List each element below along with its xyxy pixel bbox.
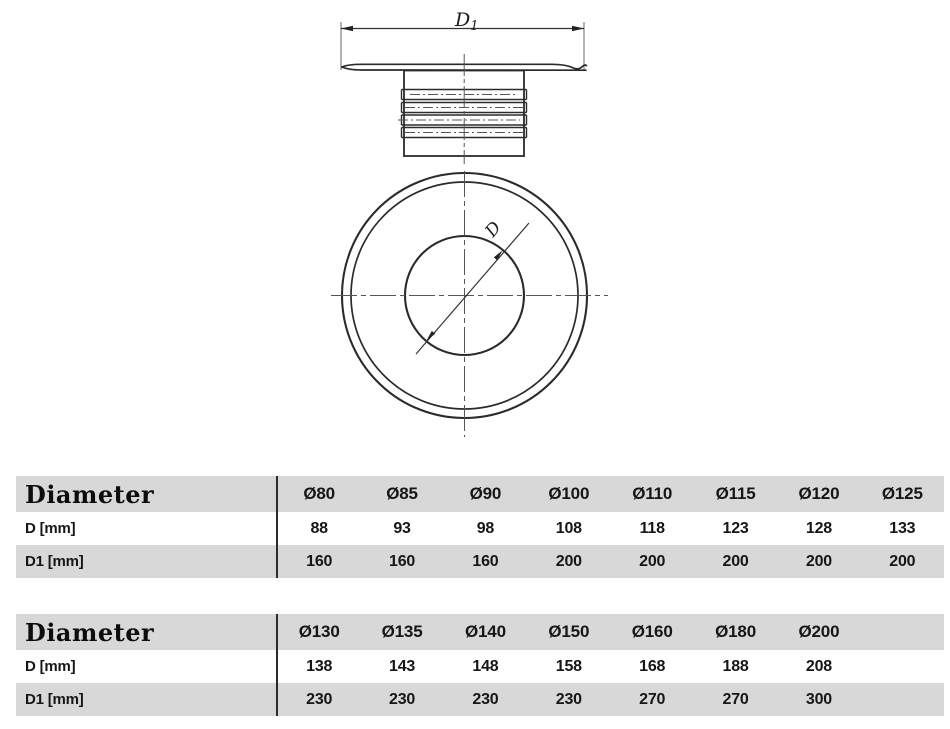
value-cell: 270	[693, 683, 778, 716]
column-header: Ø150	[527, 614, 611, 650]
d1-dimension	[340, 22, 585, 70]
table-title: Diameter	[16, 614, 277, 650]
flange-plate-side-view	[341, 63, 588, 72]
value-cell: 93	[393, 519, 411, 537]
value-cell: 148	[472, 657, 499, 675]
column-header: Ø85	[360, 476, 444, 512]
front-view-centerlines	[331, 171, 608, 437]
value-cell	[860, 683, 944, 716]
value-cell: 200	[610, 545, 694, 578]
table-row: D1 [mm] 160 160 160 200 200 200 200 200	[16, 545, 944, 578]
value-cell: 208	[805, 657, 832, 675]
column-header: Ø100	[527, 476, 611, 512]
value-cell: 200	[777, 545, 861, 578]
value-cell: 300	[777, 683, 861, 716]
column-header: Ø130	[275, 614, 361, 650]
flange-front-view	[331, 171, 608, 437]
value-cell: 168	[639, 657, 666, 675]
arrow-left-icon	[341, 25, 353, 32]
value-cell: 200	[693, 545, 778, 578]
column-header: Ø160	[610, 614, 694, 650]
table-row: D [mm] 138 143 148 158 168 188 208	[16, 650, 944, 683]
table-row: D [mm] 88 93 98 108 118 123 128 133	[16, 512, 944, 545]
column-header: Ø135	[360, 614, 444, 650]
flange-technical-drawing: D1	[331, 9, 608, 437]
dimension-table-small-sizes: Diameter Ø80 Ø85 Ø90 Ø100 Ø110 Ø115 Ø120 Ø125 D […	[16, 476, 944, 578]
column-header	[860, 614, 944, 650]
value-cell: 133	[889, 519, 916, 537]
column-header: Ø120	[777, 476, 861, 512]
table-title: Diameter	[16, 476, 277, 512]
d1-dimension-label: D1	[454, 9, 479, 34]
row-label: D1 [mm]	[16, 683, 277, 716]
column-header: Ø180	[693, 614, 778, 650]
arrow-lower-left-icon	[426, 330, 436, 341]
value-cell: 98	[476, 519, 495, 537]
d-dimension: D	[415, 218, 530, 355]
value-cell: 88	[275, 512, 361, 545]
value-cell: 128	[805, 519, 832, 537]
table-row: D1 [mm] 230 230 230 230 270 270 300	[16, 683, 944, 716]
table-header-row: Diameter Ø130 Ø135 Ø140 Ø150 Ø160 Ø180 Ø200	[16, 614, 944, 650]
d-dimension-label: D	[481, 218, 506, 242]
dimension-table-large-sizes: Diameter Ø130 Ø135 Ø140 Ø150 Ø160 Ø180 Ø200 D [m…	[16, 614, 944, 716]
arrow-right-icon	[572, 25, 584, 32]
value-cell: 160	[360, 545, 444, 578]
value-cell: 160	[443, 545, 528, 578]
value-cell: 158	[555, 657, 582, 675]
row-label: D1 [mm]	[16, 545, 277, 578]
value-cell: 188	[722, 657, 749, 675]
value-cell: 123	[722, 519, 749, 537]
value-cell: 230	[443, 683, 528, 716]
arrow-upper-right-icon	[493, 250, 503, 261]
column-header: Ø140	[443, 614, 528, 650]
column-header: Ø125	[860, 476, 944, 512]
value-cell: 138	[275, 650, 361, 683]
column-header: Ø80	[275, 476, 361, 512]
value-cell	[861, 650, 944, 683]
row-label: D [mm]	[25, 658, 76, 675]
value-cell: 230	[360, 683, 444, 716]
row-label: D [mm]	[25, 520, 76, 537]
value-cell: 270	[610, 683, 694, 716]
value-cell: 143	[389, 657, 416, 675]
column-header: Ø90	[443, 476, 528, 512]
value-cell: 118	[639, 519, 665, 537]
table-header-row: Diameter Ø80 Ø85 Ø90 Ø100 Ø110 Ø115 Ø120 Ø125	[16, 476, 944, 512]
value-cell: 160	[275, 545, 361, 578]
value-cell: 200	[527, 545, 611, 578]
value-cell: 230	[527, 683, 611, 716]
column-header: Ø115	[693, 476, 778, 512]
value-cell: 230	[275, 683, 361, 716]
value-cell: 108	[555, 519, 582, 537]
column-header: Ø110	[610, 476, 694, 512]
pipe-socket-side-view	[398, 54, 528, 164]
value-cell: 200	[860, 545, 944, 578]
column-header: Ø200	[777, 614, 861, 650]
